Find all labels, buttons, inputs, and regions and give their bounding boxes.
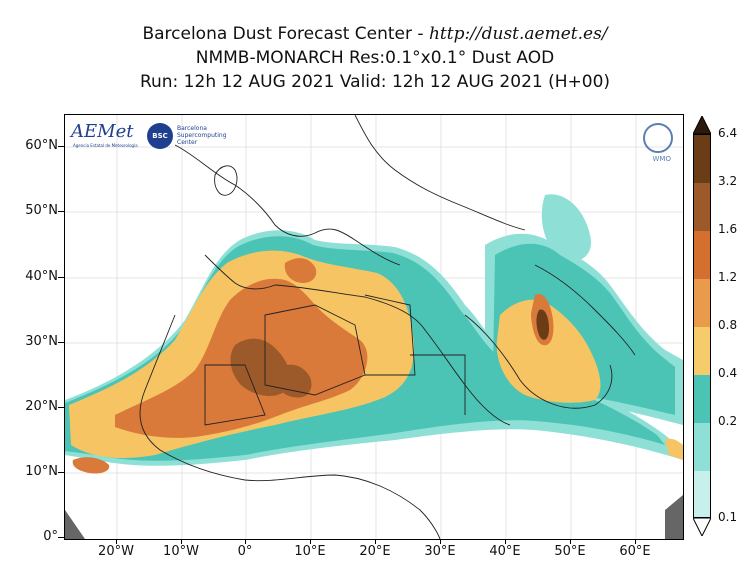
x-tick xyxy=(440,538,441,544)
colorbar-label: 6.4 xyxy=(718,126,738,140)
x-label-10e: 10°E xyxy=(294,544,326,559)
x-tick xyxy=(505,538,506,544)
y-tick xyxy=(58,342,64,343)
y-tick xyxy=(58,146,64,147)
colorbar-segment xyxy=(694,135,710,183)
x-tick xyxy=(635,538,636,544)
colorbar-segment xyxy=(694,423,710,471)
bsc-text-line: Barcelona xyxy=(177,125,207,132)
x-tick xyxy=(375,538,376,544)
wmo-logo-text: WMO xyxy=(652,155,671,163)
y-label-20n: 20°N xyxy=(25,399,58,414)
bsc-text-line: Supercomputing xyxy=(177,132,227,139)
x-label-40e: 40°E xyxy=(489,544,521,559)
dust-plume-very-high xyxy=(230,309,549,398)
x-label-10w: 10°W xyxy=(163,544,199,559)
y-tick xyxy=(58,277,64,278)
aemet-logo-subtitle: Agencia Estatal de Meteorología xyxy=(73,143,138,148)
x-label-0: 0° xyxy=(237,544,253,559)
colorbar-top-arrow xyxy=(693,116,711,134)
coastlines xyxy=(139,115,636,539)
title-line-1: Barcelona Dust Forecast Center - http://… xyxy=(0,22,750,46)
y-tick xyxy=(58,537,64,538)
colorbar-bottom-arrow xyxy=(693,518,711,536)
map-canvas xyxy=(65,115,683,539)
map-title: Barcelona Dust Forecast Center - http://… xyxy=(0,22,750,94)
bsc-logo-text: Barcelona Supercomputing Center xyxy=(177,125,227,146)
colorbar-segment xyxy=(694,375,710,423)
colorbar-segment xyxy=(694,471,710,517)
colorbar-segment xyxy=(694,231,710,279)
x-tick xyxy=(310,538,311,544)
x-label-20w: 20°W xyxy=(98,544,134,559)
colorbar-label: 0.2 xyxy=(718,414,738,428)
x-tick xyxy=(570,538,571,544)
y-label-40n: 40°N xyxy=(25,269,58,284)
x-tick xyxy=(245,538,246,544)
colorbar-segment xyxy=(694,327,710,375)
y-label-10n: 10°N xyxy=(25,464,58,479)
x-label-30e: 30°E xyxy=(424,544,456,559)
wmo-globe-icon xyxy=(643,123,673,153)
bsc-text-line: Center xyxy=(177,139,198,146)
title-center-name: Barcelona Dust Forecast Center - xyxy=(142,24,429,44)
title-line-2: NMMB-MONARCH Res:0.1°x0.1° Dust AOD xyxy=(195,48,555,68)
x-label-20e: 20°E xyxy=(359,544,391,559)
colorbar-segment xyxy=(694,279,710,327)
colorbar xyxy=(693,134,711,518)
title-line-3: Run: 12h 12 AUG 2021 Valid: 12h 12 AUG 2… xyxy=(139,72,611,92)
dust-aod-map[interactable]: AEMet Agencia Estatal de Meteorología BS… xyxy=(64,114,684,540)
colorbar-label: 0.4 xyxy=(718,366,738,380)
masked-corner xyxy=(65,510,85,539)
x-label-50e: 50°E xyxy=(554,544,586,559)
y-label-0: 0° xyxy=(43,529,58,544)
colorbar-segment xyxy=(694,183,710,231)
x-tick xyxy=(116,538,117,544)
colorbar-label: 0.8 xyxy=(718,318,738,332)
x-label-60e: 60°E xyxy=(619,544,651,559)
bsc-logo: BSC xyxy=(147,123,173,149)
y-tick xyxy=(58,472,64,473)
colorbar-label: 1.2 xyxy=(718,270,738,284)
y-tick xyxy=(58,211,64,212)
masked-corner xyxy=(665,495,683,539)
y-label-30n: 30°N xyxy=(25,334,58,349)
y-label-50n: 50°N xyxy=(25,203,58,218)
x-tick xyxy=(181,538,182,544)
y-label-60n: 60°N xyxy=(25,138,58,153)
title-url[interactable]: http://dust.aemet.es/ xyxy=(428,24,608,44)
y-tick xyxy=(58,407,64,408)
colorbar-label: 3.2 xyxy=(718,174,738,188)
colorbar-label: 1.6 xyxy=(718,222,738,236)
aemet-logo: AEMet xyxy=(71,121,134,142)
colorbar-label: 0.1 xyxy=(718,510,738,524)
